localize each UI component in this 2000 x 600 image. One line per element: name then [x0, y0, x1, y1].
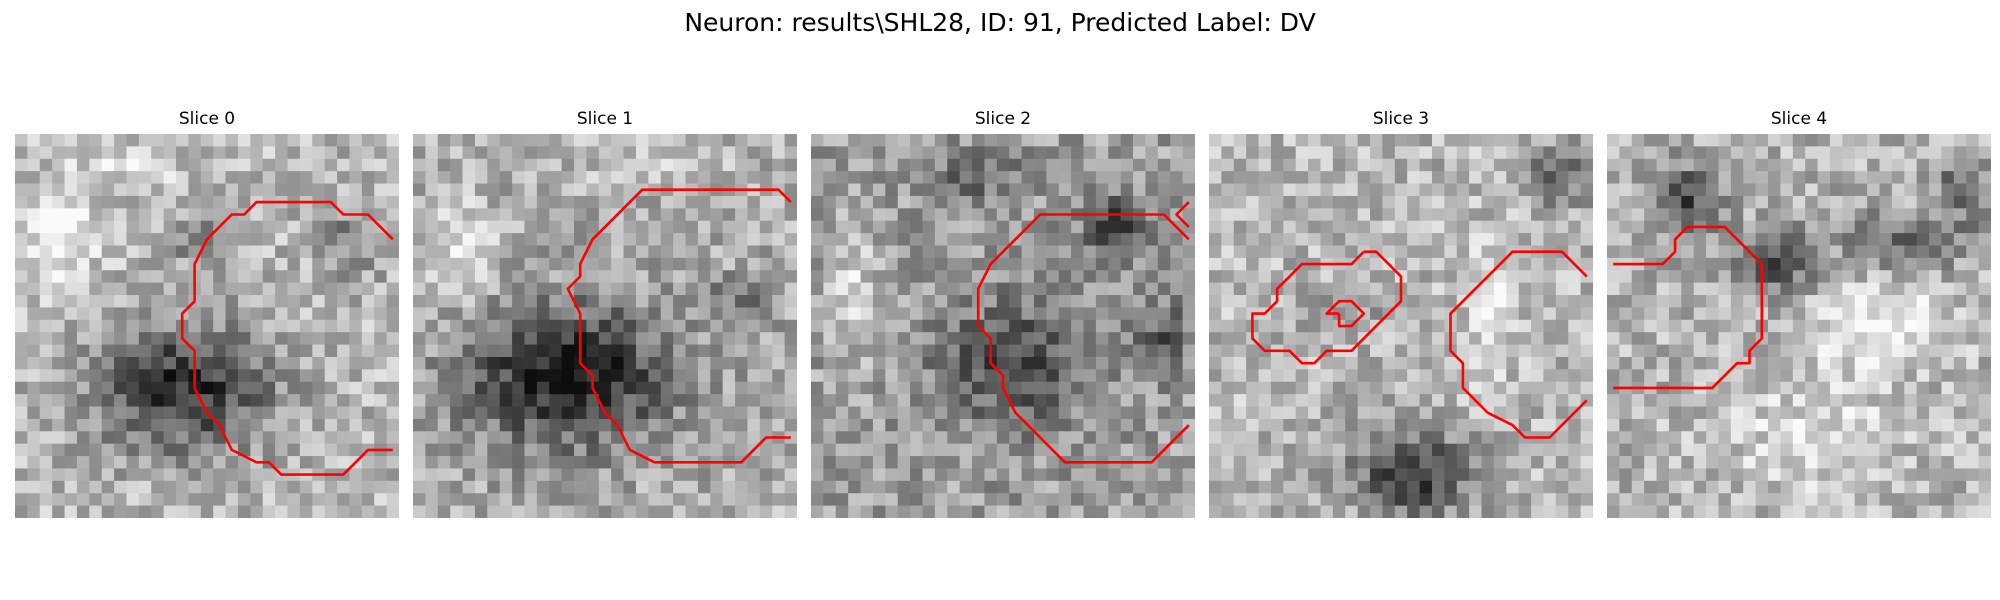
- slice-2-contour-1: [976, 213, 1190, 464]
- slice-2-title: Slice 2: [974, 109, 1032, 129]
- slice-0-contour-0: [180, 200, 394, 476]
- slice-3-title: Slice 3: [1372, 109, 1430, 129]
- slice-3-image: [1209, 134, 1593, 518]
- slice-4-image: [1607, 134, 1991, 518]
- slice-3-contour-0: [1251, 250, 1403, 365]
- slice-4-contour-0: [1613, 225, 1764, 390]
- slice-4-title: Slice 4: [1770, 109, 1828, 129]
- slice-1-image: [413, 134, 797, 518]
- slice-3-contour-1: [1325, 299, 1366, 328]
- slice-0-image: [15, 134, 399, 518]
- slice-1-title: Slice 1: [576, 109, 634, 129]
- slice-2-image: [811, 134, 1195, 518]
- slice-3-contour-2: [1449, 250, 1588, 439]
- slice-1-contour-0: [566, 188, 792, 464]
- slice-2-contour-0: [1175, 201, 1190, 228]
- slice-0-title: Slice 0: [178, 109, 236, 129]
- figure-title: Neuron: results\SHL28, ID: 91, Predicted…: [684, 8, 1316, 37]
